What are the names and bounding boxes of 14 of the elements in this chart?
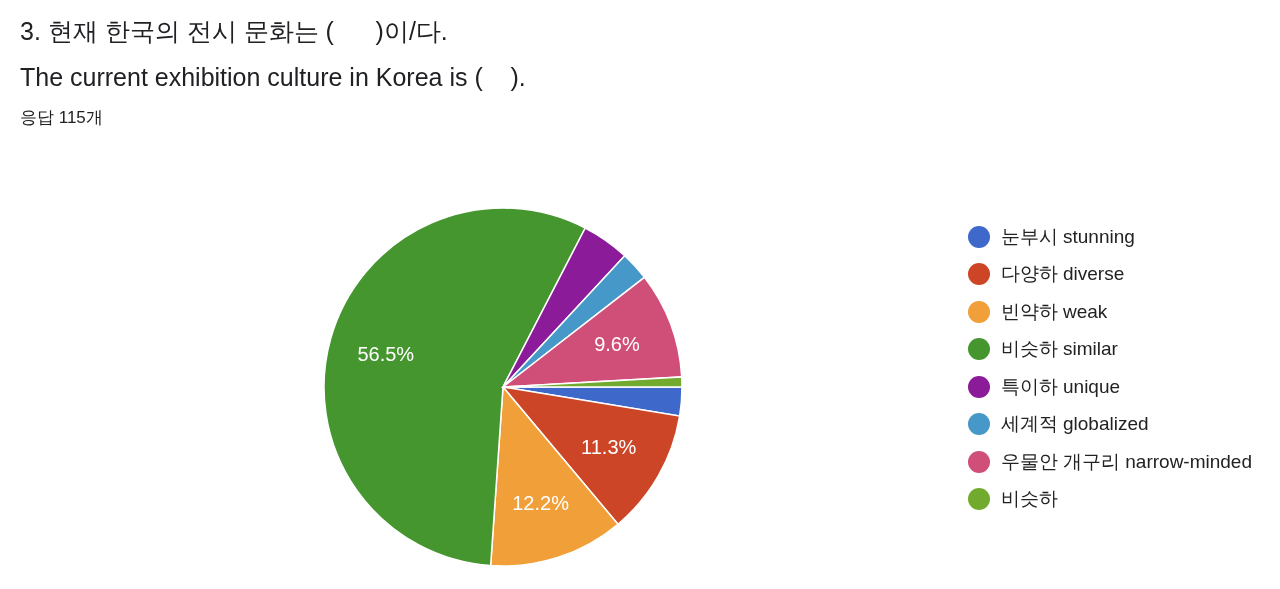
legend-label: 비슷하 similar <box>1000 337 1118 362</box>
legend-label: 눈부시 stunning <box>1000 224 1135 249</box>
data-label: 11.3% <box>581 436 637 459</box>
legend-label: 다양하 diverse <box>1000 262 1125 287</box>
text: 응답 115개 <box>20 107 104 129</box>
legend-label: 특이하 unique <box>1000 374 1121 399</box>
data-label: 12.2% <box>512 491 570 514</box>
chart-title: 3. 현재 한국의 전시 문화는 ( )이/다. The current exhibition culture in Korea is ( ). <box>20 16 527 93</box>
data-label: 9.6% <box>594 333 640 356</box>
data-label: 56.5% <box>357 343 415 366</box>
legend-label: 세계적 globalized <box>1000 412 1149 437</box>
legend-label: 비슷하 <box>1000 487 1058 512</box>
legend-label: 우물안 개구리 narrow-minded <box>1000 449 1252 474</box>
legend-label: 빈약하 weak <box>1000 299 1108 324</box>
